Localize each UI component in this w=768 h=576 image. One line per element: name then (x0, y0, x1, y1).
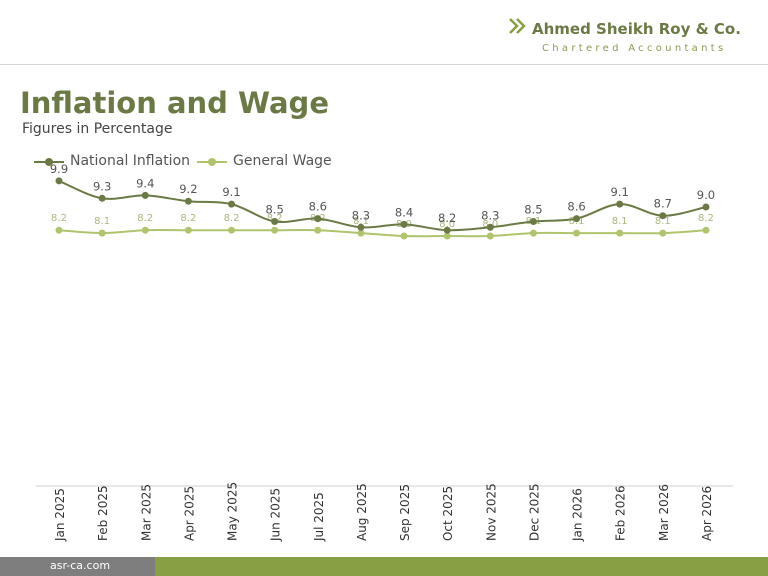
data-point-national-inflation-sep-2025 (400, 220, 408, 228)
data-point-general-wage-feb-2025 (98, 229, 106, 237)
data-label-national-inflation-nov-2025: 8.3 (481, 208, 499, 222)
data-point-general-wage-jan-2025 (55, 226, 63, 234)
data-label-general-wage-aug-2025: 8.1 (353, 216, 369, 227)
data-label-general-wage-feb-2026: 8.1 (612, 216, 628, 227)
data-point-national-inflation-jan-2025 (55, 177, 63, 185)
data-point-national-inflation-feb-2025 (98, 194, 106, 202)
x-tick-label-jul-2025: Jul 2025 (312, 492, 326, 542)
x-tick-label-jan-2025: Jan 2025 (53, 488, 67, 542)
data-point-general-wage-aug-2025 (357, 229, 365, 237)
legend-label-national-inflation: National Inflation (70, 153, 191, 169)
series-line-general-wage (58, 228, 707, 238)
data-point-general-wage-jun-2025 (271, 226, 279, 234)
footer-website: asr-ca.com (50, 559, 111, 572)
data-label-general-wage-apr-2026: 8.2 (698, 213, 714, 224)
data-label-general-wage-mar-2026: 8.1 (655, 216, 671, 227)
data-label-national-inflation-jan-2025: 9.9 (50, 162, 68, 176)
data-label-national-inflation-dec-2025: 8.5 (524, 203, 542, 217)
x-tick-label-dec-2025: Dec 2025 (527, 483, 541, 541)
data-label-general-wage-jan-2025: 8.2 (51, 213, 67, 224)
data-point-national-inflation-may-2025 (228, 200, 236, 208)
company-tagline: Chartered Accountants (542, 43, 727, 54)
legend-swatch-national-inflation (34, 158, 64, 166)
data-point-national-inflation-apr-2025 (184, 197, 192, 205)
chart-title: Inflation and Wage (20, 86, 329, 120)
data-label-national-inflation-oct-2025: 8.2 (438, 211, 456, 225)
data-point-general-wage-feb-2026 (616, 229, 624, 237)
data-label-general-wage-oct-2025: 8.0 (439, 219, 455, 230)
data-point-national-inflation-mar-2026 (659, 212, 667, 220)
data-point-national-inflation-mar-2025 (141, 191, 149, 199)
x-tick-label-apr-2026: Apr 2026 (700, 486, 714, 541)
data-label-general-wage-mar-2025: 8.2 (137, 213, 153, 224)
footer-bar-left (0, 557, 155, 576)
data-label-general-wage-feb-2025: 8.1 (94, 216, 110, 227)
legend-swatch-general-wage (197, 158, 227, 166)
data-point-national-inflation-jan-2026 (573, 215, 581, 223)
data-label-national-inflation-jul-2025: 8.6 (309, 200, 327, 214)
legend-label-general-wage: General Wage (233, 153, 332, 169)
x-tick-label-mar-2025: Mar 2025 (139, 484, 153, 541)
data-label-national-inflation-jan-2026: 8.6 (567, 200, 585, 214)
data-point-general-wage-apr-2025 (184, 226, 192, 234)
data-point-general-wage-nov-2025 (486, 232, 494, 240)
data-label-national-inflation-jun-2025: 8.5 (266, 203, 284, 217)
data-point-general-wage-oct-2025 (443, 232, 451, 240)
x-tick-label-sep-2025: Sep 2025 (398, 484, 412, 541)
data-point-general-wage-sep-2025 (400, 232, 408, 240)
x-tick-label-feb-2025: Feb 2025 (96, 485, 110, 541)
company-logo: Ahmed Sheikh Roy & Co. Chartered Account… (508, 16, 748, 60)
x-tick-label-jun-2025: Jun 2025 (269, 488, 283, 542)
data-point-national-inflation-oct-2025 (443, 226, 451, 234)
data-point-general-wage-jul-2025 (314, 226, 322, 234)
double-chevron-icon (509, 18, 526, 34)
data-label-national-inflation-sep-2025: 8.4 (395, 205, 413, 219)
data-point-general-wage-mar-2025 (141, 226, 149, 234)
data-point-national-inflation-jul-2025 (314, 215, 322, 223)
x-tick-label-oct-2025: Oct 2025 (441, 486, 455, 541)
data-label-national-inflation-feb-2026: 9.1 (611, 185, 629, 199)
header-divider (0, 64, 768, 65)
chart-subtitle: Figures in Percentage (22, 121, 173, 137)
data-label-national-inflation-aug-2025: 8.3 (352, 208, 370, 222)
data-label-national-inflation-may-2025: 9.1 (222, 185, 240, 199)
data-point-national-inflation-dec-2025 (529, 218, 537, 225)
x-tick-label-mar-2026: Mar 2026 (657, 484, 671, 541)
data-label-national-inflation-mar-2025: 9.4 (136, 176, 154, 190)
x-tick-label-may-2025: May 2025 (226, 482, 240, 541)
data-label-general-wage-may-2025: 8.2 (224, 213, 240, 224)
data-label-national-inflation-feb-2025: 9.3 (93, 179, 111, 193)
x-tick-label-feb-2026: Feb 2026 (614, 485, 628, 541)
data-point-national-inflation-nov-2025 (486, 223, 494, 231)
series-line-national-inflation (58, 179, 707, 232)
data-point-general-wage-jan-2026 (573, 229, 581, 237)
data-point-general-wage-dec-2025 (529, 229, 537, 237)
company-name: Ahmed Sheikh Roy & Co. (532, 20, 741, 38)
data-point-national-inflation-aug-2025 (357, 223, 365, 231)
data-point-general-wage-mar-2026 (659, 229, 667, 237)
data-label-general-wage-apr-2025: 8.2 (180, 213, 196, 224)
data-label-national-inflation-mar-2026: 8.7 (654, 197, 672, 211)
x-tick-label-jan-2026: Jan 2026 (571, 488, 585, 542)
data-point-national-inflation-feb-2026 (616, 200, 624, 208)
footer-bar-right (155, 557, 768, 576)
x-tick-label-apr-2025: Apr 2025 (182, 486, 196, 541)
data-point-general-wage-may-2025 (228, 226, 236, 234)
x-tick-label-aug-2025: Aug 2025 (355, 483, 369, 541)
x-tick-label-nov-2025: Nov 2025 (484, 483, 498, 541)
data-point-national-inflation-apr-2026 (702, 203, 710, 211)
data-label-national-inflation-apr-2026: 9.0 (697, 188, 715, 202)
data-label-national-inflation-apr-2025: 9.2 (179, 182, 197, 196)
data-point-general-wage-apr-2026 (702, 226, 710, 234)
data-point-national-inflation-jun-2025 (271, 218, 279, 225)
